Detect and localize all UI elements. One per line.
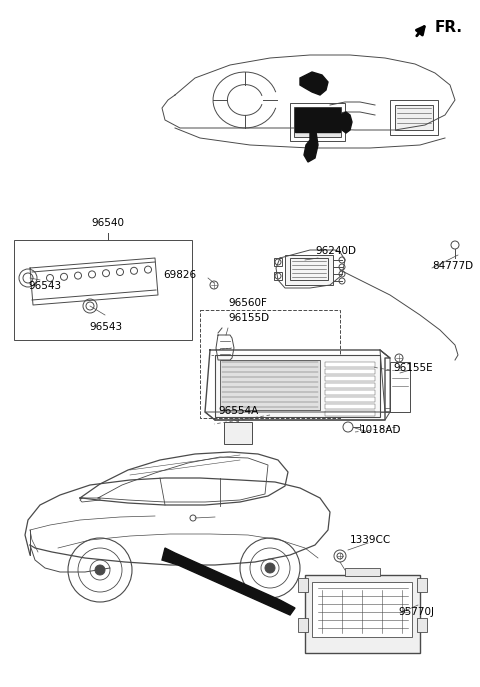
Text: 1339CC: 1339CC (350, 535, 391, 545)
Bar (390, 100, 438, 135)
Bar (220, 360, 320, 410)
Bar (298, 578, 308, 592)
Bar (224, 422, 252, 444)
Bar (298, 618, 308, 632)
Bar (325, 397, 375, 402)
Bar (325, 411, 375, 416)
Text: 96560F: 96560F (228, 298, 267, 308)
Bar (390, 362, 410, 412)
Bar (325, 404, 375, 409)
Text: 95770J: 95770J (398, 607, 434, 617)
Circle shape (261, 559, 279, 577)
Bar (274, 258, 282, 266)
Bar (395, 105, 433, 130)
Circle shape (190, 515, 196, 521)
Bar (417, 578, 427, 592)
Polygon shape (162, 548, 295, 615)
Text: 96543: 96543 (89, 322, 122, 332)
Polygon shape (300, 72, 328, 95)
Bar (285, 255, 333, 285)
Bar (215, 355, 380, 417)
Bar (200, 310, 340, 418)
Circle shape (90, 560, 110, 580)
Text: 96155D: 96155D (228, 313, 269, 323)
Bar (325, 369, 375, 374)
Bar (325, 362, 375, 367)
Bar (305, 575, 420, 653)
Bar (274, 272, 282, 280)
Text: 96554A: 96554A (218, 406, 258, 416)
Polygon shape (295, 108, 340, 132)
Circle shape (250, 548, 290, 588)
Text: 69826: 69826 (163, 270, 196, 280)
Bar (294, 107, 341, 137)
Bar (325, 383, 375, 388)
Bar (290, 258, 328, 280)
Text: 96540: 96540 (92, 218, 124, 228)
Text: 96240D: 96240D (315, 246, 356, 256)
Text: 96543: 96543 (28, 281, 61, 291)
Polygon shape (304, 132, 318, 162)
Circle shape (83, 299, 97, 313)
Circle shape (19, 269, 37, 287)
Circle shape (95, 565, 105, 575)
Circle shape (265, 563, 275, 573)
Circle shape (334, 550, 346, 562)
Circle shape (343, 422, 353, 432)
Bar (312, 582, 412, 637)
Bar (325, 376, 375, 381)
Polygon shape (340, 112, 352, 133)
Bar (325, 390, 375, 395)
Bar (417, 618, 427, 632)
Circle shape (78, 548, 122, 592)
Text: FR.: FR. (435, 20, 463, 35)
Bar (290, 103, 345, 141)
Text: 1018AD: 1018AD (360, 425, 401, 435)
Bar (345, 568, 380, 576)
Bar (14, 240, 192, 340)
Text: 96155E: 96155E (393, 363, 432, 373)
Text: 84777D: 84777D (432, 261, 473, 271)
